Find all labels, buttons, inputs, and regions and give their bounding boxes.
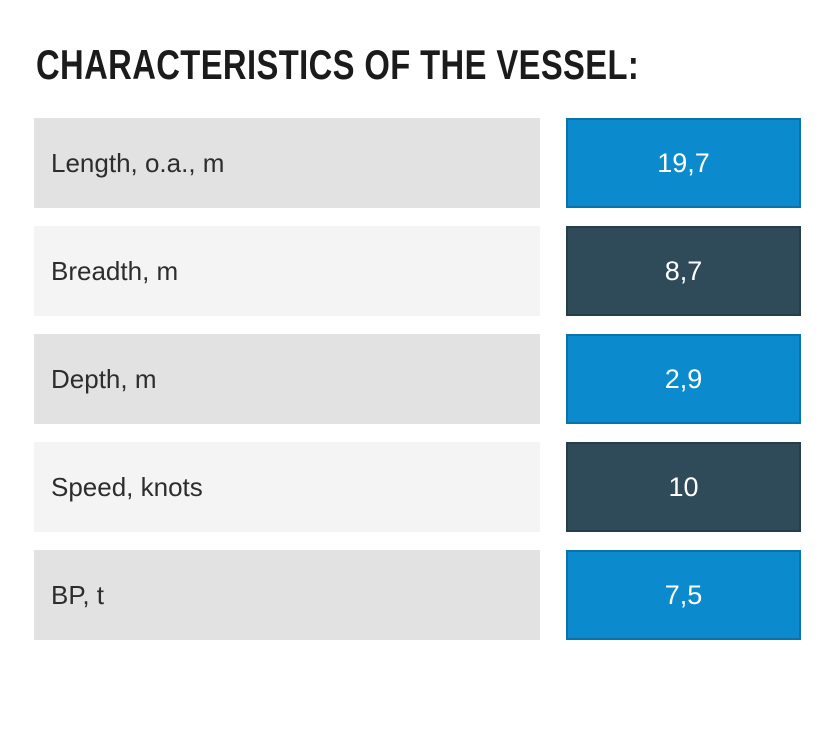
row-value-breadth: 8,7 <box>566 226 801 316</box>
row-label-speed: Speed, knots <box>34 442 540 532</box>
row-value-bp: 7,5 <box>566 550 801 640</box>
row-label-length: Length, o.a., m <box>34 118 540 208</box>
row-label-depth: Depth, m <box>34 334 540 424</box>
row-value-speed: 10 <box>566 442 801 532</box>
table-row: BP, t 7,5 <box>34 550 801 640</box>
table-row: Breadth, m 8,7 <box>34 226 801 316</box>
row-label-bp: BP, t <box>34 550 540 640</box>
section-title: CHARACTERISTICS OF THE VESSEL: <box>36 41 640 88</box>
table-row: Depth, m 2,9 <box>34 334 801 424</box>
row-value-depth: 2,9 <box>566 334 801 424</box>
row-value-length: 19,7 <box>566 118 801 208</box>
table-row: Speed, knots 10 <box>34 442 801 532</box>
table-row: Length, o.a., m 19,7 <box>34 118 801 208</box>
row-label-breadth: Breadth, m <box>34 226 540 316</box>
characteristics-table: Length, o.a., m 19,7 Breadth, m 8,7 Dept… <box>34 118 801 658</box>
